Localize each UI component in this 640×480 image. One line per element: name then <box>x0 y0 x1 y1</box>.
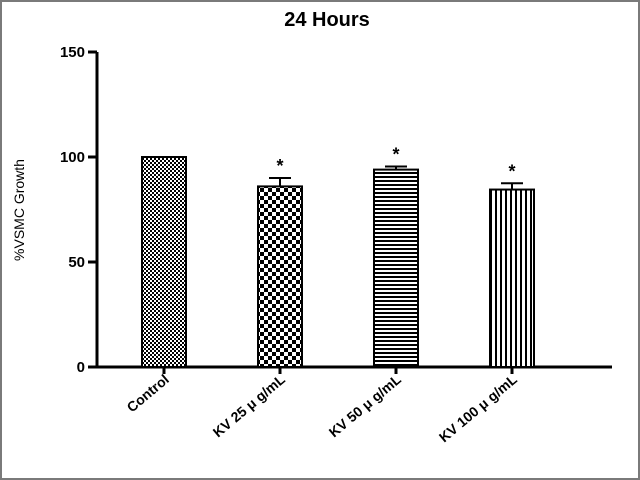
significance-marker: * <box>276 156 283 176</box>
x-tick-label: KV 50 μ g/mL <box>326 371 405 441</box>
y-axis: 0 50 100 150 <box>60 44 99 376</box>
bar <box>257 185 303 368</box>
bar <box>489 188 535 368</box>
x-tick-label: KV 25 μ g/mL <box>210 371 289 441</box>
significance-marker: * <box>508 161 515 181</box>
y-tick-label: 150 <box>60 44 85 61</box>
chart-title: 24 Hours <box>284 9 370 31</box>
significance-marker: * <box>392 144 399 164</box>
y-axis-title: %VSMC Growth <box>11 159 27 261</box>
bar <box>373 168 419 368</box>
x-axis: Control KV 25 μ g/mL KV 50 μ g/mL KV 100 μ … <box>97 365 612 446</box>
bars: * * * <box>141 144 535 368</box>
x-tick-label: KV 100 μ g/mL <box>436 371 521 446</box>
y-tick-label: 100 <box>60 149 85 166</box>
y-tick-label: 0 <box>77 359 85 376</box>
x-tick-label: Control <box>124 371 172 415</box>
y-tick-label: 50 <box>68 254 85 271</box>
bar <box>141 156 187 368</box>
